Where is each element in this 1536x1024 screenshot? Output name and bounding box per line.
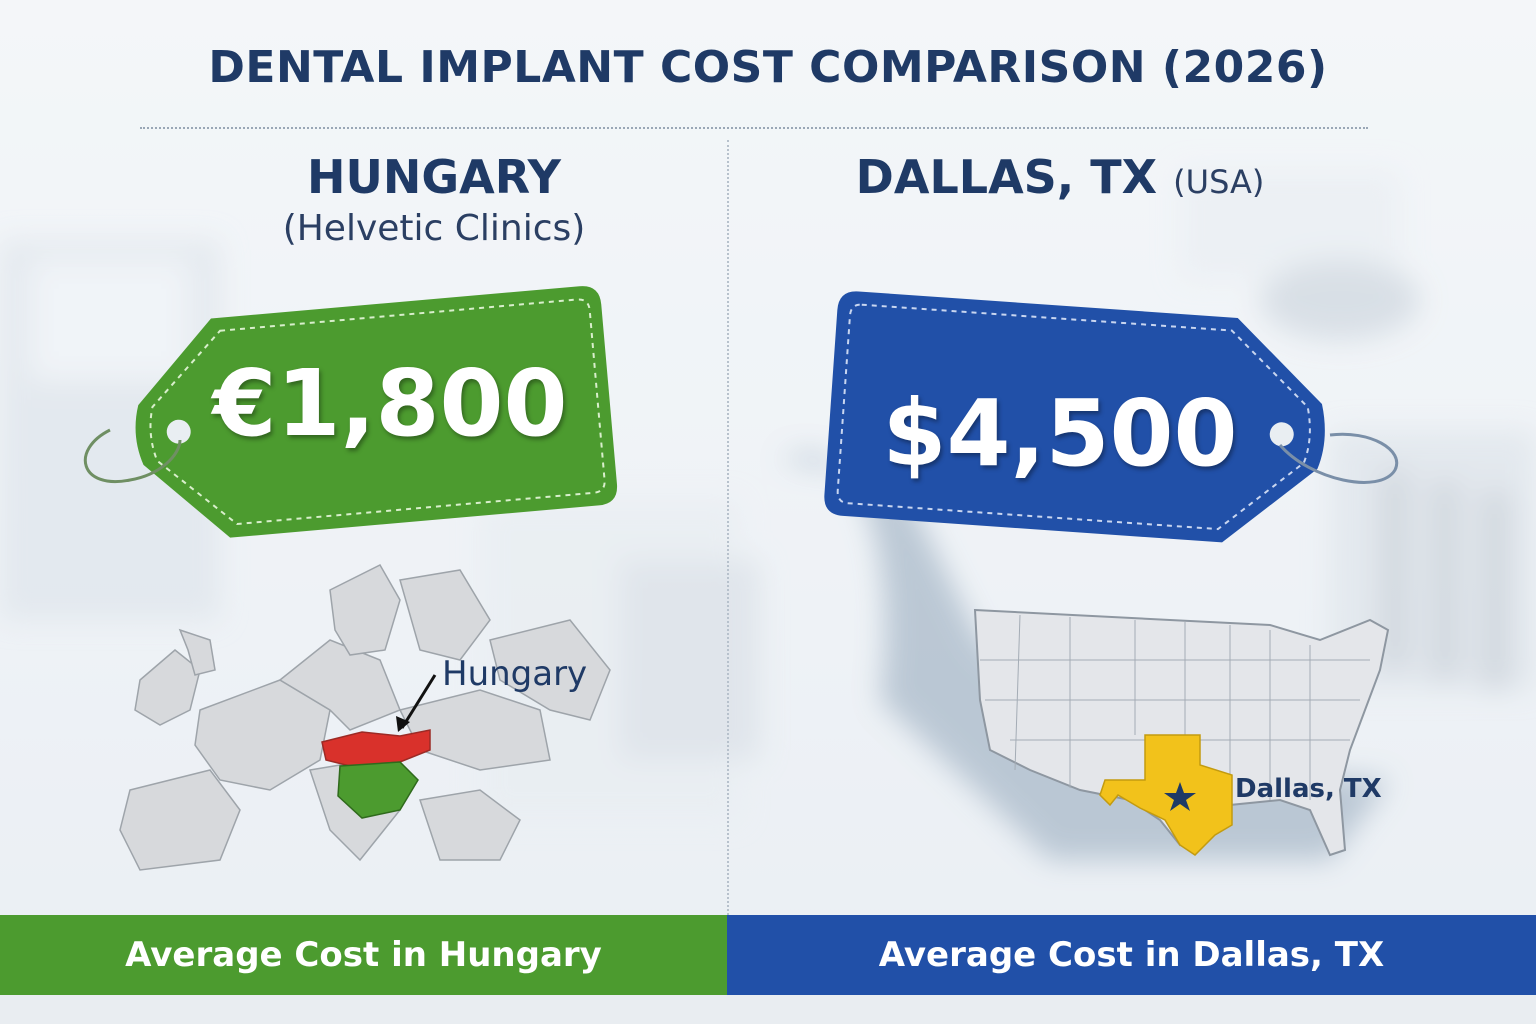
texas-shape xyxy=(1099,734,1233,856)
hungary-north-shape xyxy=(321,729,431,767)
usa-map xyxy=(970,600,1400,860)
bottom-strip xyxy=(0,995,1536,1024)
right-footer-bar: Average Cost in Dallas, TX xyxy=(727,915,1536,995)
left-clinic-subtitle: (Helvetic Clinics) xyxy=(282,208,586,249)
price-tag-shape xyxy=(83,286,618,538)
right-region-name: DALLAS, TX xyxy=(855,150,1158,204)
europe-map xyxy=(100,560,620,890)
right-price-tag: $4,500 xyxy=(810,280,1430,570)
left-region-title: HUNGARY xyxy=(307,150,561,204)
hungary-map-label: Hungary xyxy=(442,654,588,694)
title-divider xyxy=(140,127,1368,129)
right-region-title: DALLAS, TX (USA) xyxy=(850,150,1270,204)
dallas-map-label: Dallas, TX xyxy=(1235,774,1382,804)
left-price: €1,800 xyxy=(212,350,568,457)
left-footer-bar: Average Cost in Hungary xyxy=(0,915,727,995)
column-divider xyxy=(727,140,729,915)
page-title: DENTAL IMPLANT COST COMPARISON (2026) xyxy=(208,42,1328,93)
price-tag-shape xyxy=(824,291,1399,543)
dallas-star-marker xyxy=(1164,782,1196,811)
left-price-tag: €1,800 xyxy=(70,270,670,560)
right-price: $4,500 xyxy=(882,380,1238,487)
right-country-label: (USA) xyxy=(1173,163,1265,201)
hungary-south-shape xyxy=(337,761,419,819)
